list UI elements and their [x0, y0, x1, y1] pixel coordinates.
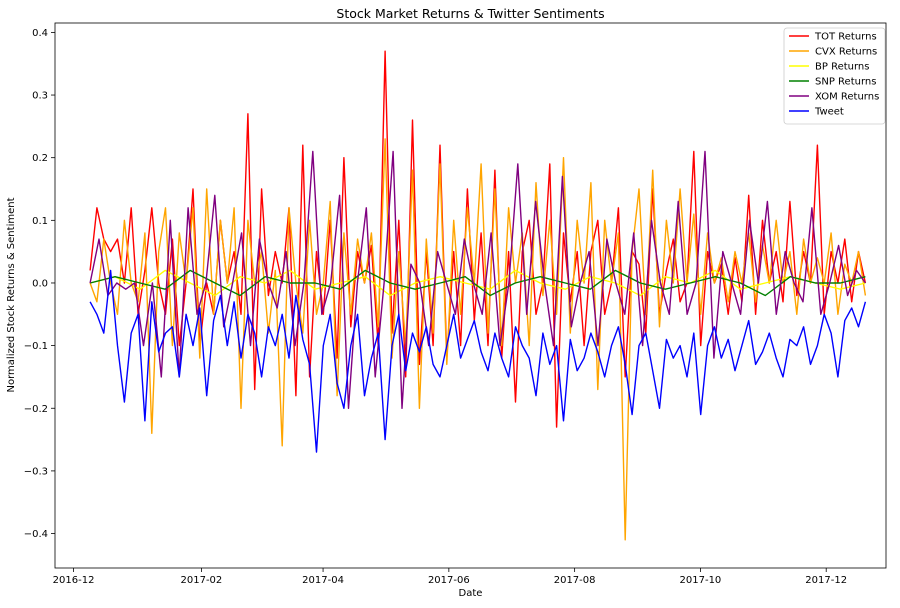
axes-frame [54, 22, 887, 569]
legend-entry-label: SNP Returns [815, 77, 876, 88]
y-tick-label: 0.2 [32, 153, 48, 164]
legend-entry-label: CVX Returns [815, 47, 877, 58]
legend-entry-label: TOT Returns [814, 32, 877, 43]
x-tick-label: 2017-06 [428, 575, 470, 586]
series-line-snp-returns [89, 269, 866, 297]
y-tick-label: 0.4 [32, 28, 48, 39]
x-tick-label: 2017-10 [680, 575, 722, 586]
y-tick-label: −0.2 [24, 404, 48, 415]
x-tick-label: 2017-12 [805, 575, 847, 586]
series-line-xom-returns [89, 150, 866, 409]
y-axis-label: Normalized Stock Returns & Sentiment [6, 197, 17, 392]
legend-entry-label: BP Returns [815, 62, 869, 73]
plot-area [89, 50, 867, 541]
y-tick-label: 0.0 [32, 278, 48, 289]
series-line-cvx-returns [89, 138, 867, 541]
y-tick-label: −0.3 [24, 466, 48, 477]
x-tick-label: 2016-12 [53, 575, 95, 586]
x-axis-label: Date [459, 588, 483, 599]
legend-entry-label: Tweet [814, 107, 844, 118]
x-tick-label: 2017-02 [181, 575, 223, 586]
y-tick-label: 0.1 [32, 216, 48, 227]
axes: −0.4 −0.3 −0.2 −0.1 0.0 0.1 0.2 0.3 0.4 2016-12 20… [24, 22, 887, 586]
chart-title: Stock Market Returns & Twitter Sentiment… [336, 6, 604, 21]
x-tick-label: 2017-04 [302, 575, 344, 586]
legend-box [783, 27, 886, 125]
y-tick-label: −0.1 [24, 341, 48, 352]
legend-entry-label: XOM Returns [815, 92, 879, 103]
series-line-tweet [89, 269, 867, 453]
x-tick-label: 2017-08 [554, 575, 596, 586]
y-tick-label: −0.4 [24, 529, 48, 540]
legend: TOT Returns CVX Returns BP Returns SNP Retu… [783, 27, 886, 125]
y-tick-label: 0.3 [32, 91, 48, 102]
